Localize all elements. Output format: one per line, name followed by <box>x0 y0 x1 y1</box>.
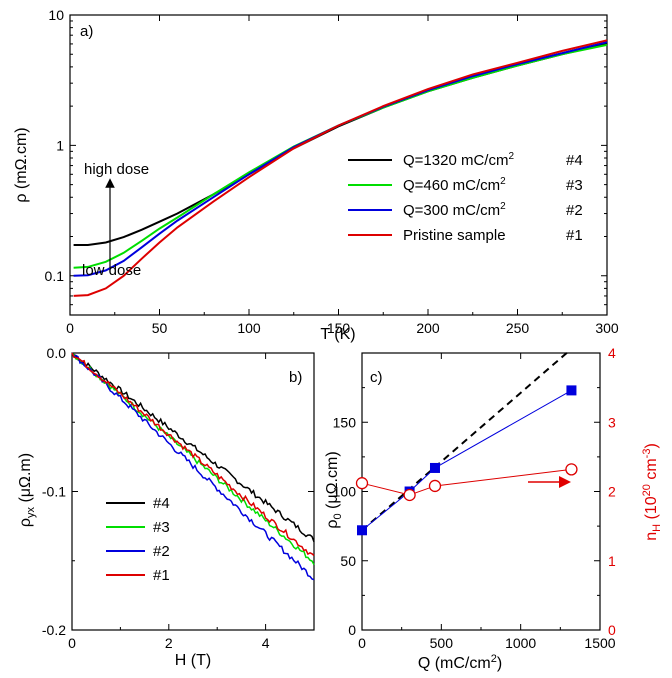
y-tick-label: 50 <box>340 553 356 569</box>
x-tick-label: 1500 <box>584 635 615 651</box>
y-tick-label: 0 <box>348 622 356 638</box>
x-tick-label: 2 <box>165 635 173 651</box>
legend-label: #1 <box>153 567 170 584</box>
x-tick-label: 250 <box>506 320 530 336</box>
annotation-high-dose: high dose <box>84 161 149 178</box>
panel-b-xlabel: H (T) <box>175 652 211 669</box>
x-tick-label: 50 <box>152 320 168 336</box>
panel-b-axes: 0 2 4 0.0 -0.1 -0.2 <box>42 345 315 651</box>
series-line <box>73 42 608 246</box>
nh-marker <box>428 479 442 493</box>
legend-label: #2 <box>153 543 170 560</box>
panel-c-y2label: nH (1020 cm-3) <box>641 443 663 541</box>
nh-marker <box>403 488 416 502</box>
y-tick-label: 0.0 <box>47 345 67 361</box>
panel-a-xlabel: T (K) <box>320 326 355 343</box>
panel-b-legend: #4 #3 #2 #1 <box>106 495 170 584</box>
legend-label: Q=1320 mC/cm2 #4 <box>403 151 583 169</box>
panel-b-frame <box>71 352 315 631</box>
rho0-marker <box>566 385 577 396</box>
series-line <box>71 352 315 566</box>
panel-a-legend: Q=1320 mC/cm2 #4 Q=460 mC/cm2 #3 Q=300 mC/cm… <box>348 151 583 244</box>
x-tick-label: 4 <box>262 635 270 651</box>
panel-a-axes: 0 50 100 150 200 250 300 0.1 1 10 <box>45 7 619 336</box>
legend-label: #4 <box>153 495 170 512</box>
y2-tick-label: 0 <box>608 622 616 638</box>
y-tick-label: 0.1 <box>45 268 65 284</box>
x-tick-label: 0 <box>68 635 76 651</box>
x-tick-label: 500 <box>430 635 454 651</box>
x-tick-label: 1000 <box>505 635 536 651</box>
series-line <box>71 352 315 581</box>
x-tick-label: 0 <box>66 320 74 336</box>
rho0-line <box>361 389 572 531</box>
series-line <box>73 41 608 277</box>
panel-a-series <box>73 39 608 297</box>
panel-b-ylabel: ρyx (μΩ.m) <box>17 453 37 527</box>
nh-line <box>361 468 572 496</box>
legend-label: Q=300 mC/cm2 #2 <box>403 201 583 219</box>
rho0-marker <box>429 462 440 473</box>
y-tick-label: -0.2 <box>42 622 66 638</box>
x-tick-label: 100 <box>237 320 261 336</box>
x-tick-label: 150 <box>327 320 351 336</box>
y2-tick-label: 1 <box>608 553 616 569</box>
y-tick-label: 10 <box>48 7 64 23</box>
series-line <box>73 43 608 269</box>
panel-c-label: c) <box>370 369 383 386</box>
x-tick-label: 200 <box>416 320 440 336</box>
y2-tick-label: 4 <box>608 345 616 361</box>
fit-line <box>361 350 569 532</box>
y2-tick-label: 2 <box>608 484 616 500</box>
nh-marker <box>355 477 369 490</box>
legend-label: Q=460 mC/cm2 #3 <box>403 176 583 194</box>
annotation-low-dose: low dose <box>82 262 141 279</box>
panel-b-series <box>71 352 315 581</box>
panel-c-series <box>355 350 578 536</box>
legend-label: Pristine sample #1 <box>403 227 583 244</box>
panel-a-resistivity-vs-temperature: a) 0 50 100 150 200 250 300 0.1 1 10 T (K) ρ (mΩ.… <box>13 7 619 343</box>
nh-marker <box>565 463 578 476</box>
panel-c-ylabel: ρ0 (μΩ.cm) <box>324 451 344 528</box>
y2-tick-label: 3 <box>608 414 616 430</box>
panel-a-label: a) <box>80 23 93 40</box>
panel-a-ylabel: ρ (mΩ.cm) <box>13 127 30 202</box>
series-line <box>73 39 608 297</box>
y-tick-label: 150 <box>333 414 357 430</box>
panel-c-xlabel: Q (mC/cm2) <box>418 653 502 672</box>
series-line <box>71 352 315 543</box>
y-tick-label: -0.1 <box>42 484 66 500</box>
x-tick-label: 300 <box>595 320 619 336</box>
y-tick-label: 100 <box>333 484 357 500</box>
legend-label: #3 <box>153 519 170 536</box>
x-tick-label: 0 <box>358 635 366 651</box>
series-line <box>71 352 315 557</box>
panel-b-hall-resistivity: b) 0 2 40.0-0.1-0.2 H (T) ρyx (μΩ.m) #4#3#… <box>17 345 315 669</box>
panel-b-label: b) <box>289 369 302 386</box>
y-tick-label: 1 <box>56 137 64 153</box>
rho0-marker <box>357 525 367 536</box>
